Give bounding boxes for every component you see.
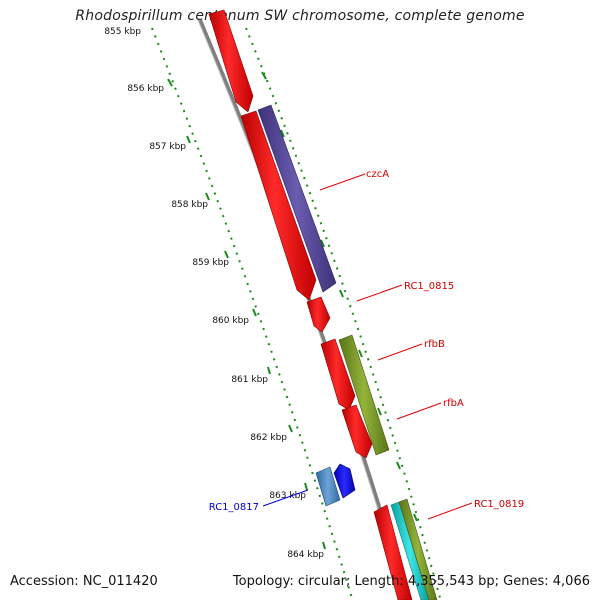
reverse-cds-track <box>315 463 356 507</box>
rfb-feature[interactable] <box>338 334 390 456</box>
cds-arrow[interactable] <box>341 404 373 459</box>
tick-label: 856 kbp <box>127 84 164 94</box>
tick-label: 857 kbp <box>149 142 186 152</box>
tick-label: 861 kbp <box>231 375 268 385</box>
reverse-cds-arrow[interactable] <box>333 463 356 499</box>
accession-text: Accession: NC_011420 <box>10 574 158 589</box>
gene-label-rc1-0815[interactable]: RC1_0815 <box>404 281 454 292</box>
tick-label: 855 kbp <box>104 27 141 37</box>
cds-arrow[interactable] <box>320 338 356 411</box>
gene-label-czcA[interactable]: czcA <box>366 169 389 180</box>
teal-feature[interactable] <box>390 501 430 600</box>
inner-major-ticks <box>167 78 326 550</box>
cds-arrow[interactable] <box>208 9 254 113</box>
gene-label-rfbA[interactable]: rfbA <box>443 398 464 409</box>
outer-tick-track <box>245 27 441 599</box>
gene-label-rc1-0819[interactable]: RC1_0819 <box>474 499 524 510</box>
gene-label-rfbB[interactable]: rfbB <box>424 339 445 350</box>
inner-tick-track <box>151 27 353 599</box>
map-title: Rhodospirillum centenum SW chromosome, c… <box>75 8 525 24</box>
tick-label: 864 kbp <box>287 550 324 560</box>
tick-label: 863 kbp <box>269 491 306 501</box>
tick-label: 862 kbp <box>250 433 287 443</box>
forward-cds-track <box>208 9 413 600</box>
leader-lines <box>262 173 473 520</box>
czcA-feature[interactable] <box>257 104 337 293</box>
cds-arrow[interactable] <box>240 110 317 301</box>
reverse-feature[interactable] <box>315 466 341 507</box>
tick-label: 860 kbp <box>212 316 249 326</box>
cds-arrow[interactable] <box>306 296 331 333</box>
genome-summary-text: Topology: circular; Length: 4,355,543 bp… <box>232 574 590 589</box>
tick-label: 859 kbp <box>192 258 229 268</box>
cds-arrow[interactable] <box>373 504 413 600</box>
gene-label-rc1-0817[interactable]: RC1_0817 <box>209 502 259 513</box>
outer-major-ticks <box>261 71 418 522</box>
olive-feature[interactable] <box>398 498 438 600</box>
feature-track <box>257 104 438 600</box>
tick-label: 858 kbp <box>171 200 208 210</box>
